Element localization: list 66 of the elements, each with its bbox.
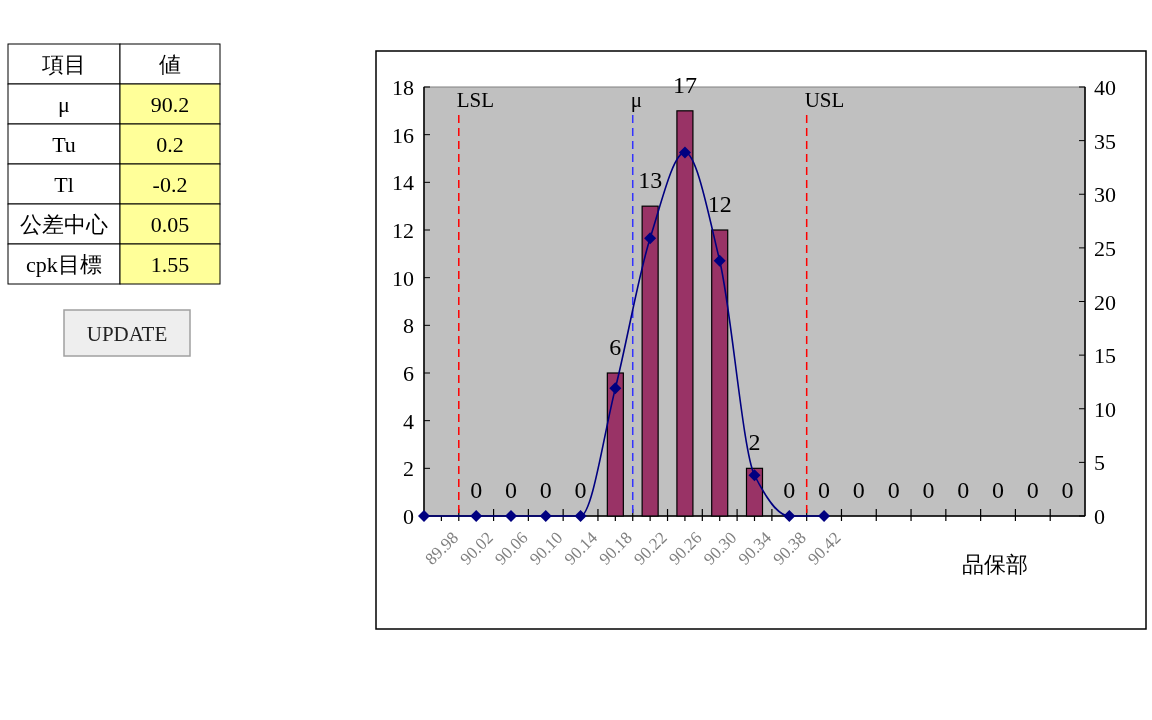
y2-tick-label: 15 [1094,343,1116,369]
data-label: 0 [887,477,900,503]
point [504,510,517,522]
y2-tick-label: 10 [1094,396,1116,422]
y-tick-label: 18 [392,75,414,100]
y-tick-label: 10 [392,265,414,291]
text: 品保部 [962,552,1028,577]
text: cpk目標 [26,252,102,277]
text: 0.05 [150,212,190,237]
text: 1.55 [150,252,190,277]
text: Tl [54,172,74,197]
button: UPDATE [63,309,191,357]
data-label: 0 [922,477,935,503]
data-label: 13 [638,167,663,194]
data-label: 0 [1061,477,1074,503]
ref-line-label: LSL [456,88,495,112]
y-tick-label: 2 [403,456,414,482]
text: 値 [159,52,181,77]
y-tick-label: 6 [403,361,414,386]
y-tick-label: 16 [392,122,414,148]
data-label: 12 [707,191,732,217]
ref-line-label: μ [630,88,642,112]
data-label: 0 [1026,477,1039,503]
data-label: 0 [539,477,552,503]
text: 項目 [41,52,86,77]
y-tick-label: 0 [403,504,414,529]
data-label: 6 [609,334,622,360]
y-tick-label: 12 [392,218,414,243]
data-label: 0 [852,477,865,503]
point [748,469,761,482]
text: 公差中心 [20,212,108,237]
y2-tick-label: 20 [1094,289,1116,315]
point [539,510,552,522]
data-label: 0 [992,477,1005,503]
data-label: 2 [748,429,761,456]
point [783,510,796,522]
ref-line-label: USL [804,88,845,112]
point [644,232,657,245]
y-tick-label: 14 [392,170,414,196]
data-label: 0 [957,477,970,503]
data-label: 0 [504,477,517,503]
text: Tu [52,132,76,157]
point [818,510,831,522]
y2-tick-label: 40 [1094,75,1116,100]
point [574,510,587,522]
data-label: 0 [574,477,587,503]
y2-tick-label: 35 [1094,128,1116,154]
data-label: 17 [672,71,697,98]
y2-tick-label: 30 [1094,182,1116,208]
y2-tick-label: 25 [1094,235,1116,261]
point [678,146,691,159]
point [418,510,430,522]
y2-tick-label: 0 [1094,504,1105,529]
point [609,382,622,395]
point [470,510,483,522]
y-tick-label: 4 [403,408,414,434]
text: μ [58,92,70,117]
text: 0.2 [156,132,184,157]
text: 90.2 [150,92,190,117]
data-label: 0 [470,477,483,503]
point [713,254,726,267]
data-label: 0 [783,477,796,503]
data-label: 0 [818,477,831,503]
text: -0.2 [152,172,188,197]
y-tick-label: 8 [403,313,414,339]
y2-tick-label: 5 [1094,450,1105,476]
